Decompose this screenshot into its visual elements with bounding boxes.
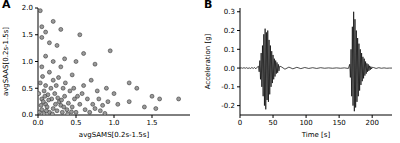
svg-text:0.5: 0.5 [22, 85, 33, 93]
svg-text:0.2: 0.2 [224, 27, 235, 35]
svg-text:1.5: 1.5 [22, 31, 33, 39]
svg-text:-0.1: -0.1 [221, 83, 235, 91]
svg-text:0.1: 0.1 [224, 46, 235, 54]
svg-text:0.0: 0.0 [22, 111, 33, 119]
svg-text:0.5: 0.5 [70, 119, 81, 127]
svg-text:1.0: 1.0 [108, 119, 119, 127]
svg-text:avgSAMS[0.2s-1.5s]: avgSAMS[0.2s-1.5s] [79, 131, 150, 139]
svg-text:200: 200 [365, 119, 378, 127]
svg-text:1.5: 1.5 [146, 119, 157, 127]
svg-text:Time [s]: Time [s] [301, 131, 331, 139]
svg-text:150: 150 [332, 119, 345, 127]
svg-text:0.0: 0.0 [224, 65, 235, 73]
svg-text:1.0: 1.0 [22, 58, 33, 66]
svg-text:avgSAAS[0.2s-1.5s]: avgSAAS[0.2s-1.5s] [8, 27, 10, 96]
svg-text:Acceleration [g]: Acceleration [g] [204, 33, 212, 89]
svg-text:0: 0 [238, 119, 242, 127]
svg-text:-0.2: -0.2 [221, 102, 235, 110]
svg-text:0.3: 0.3 [224, 8, 235, 16]
svg-text:0.0: 0.0 [32, 119, 43, 127]
svg-text:100: 100 [299, 119, 312, 127]
svg-text:50: 50 [269, 119, 278, 127]
svg-text:2.0: 2.0 [22, 4, 33, 12]
